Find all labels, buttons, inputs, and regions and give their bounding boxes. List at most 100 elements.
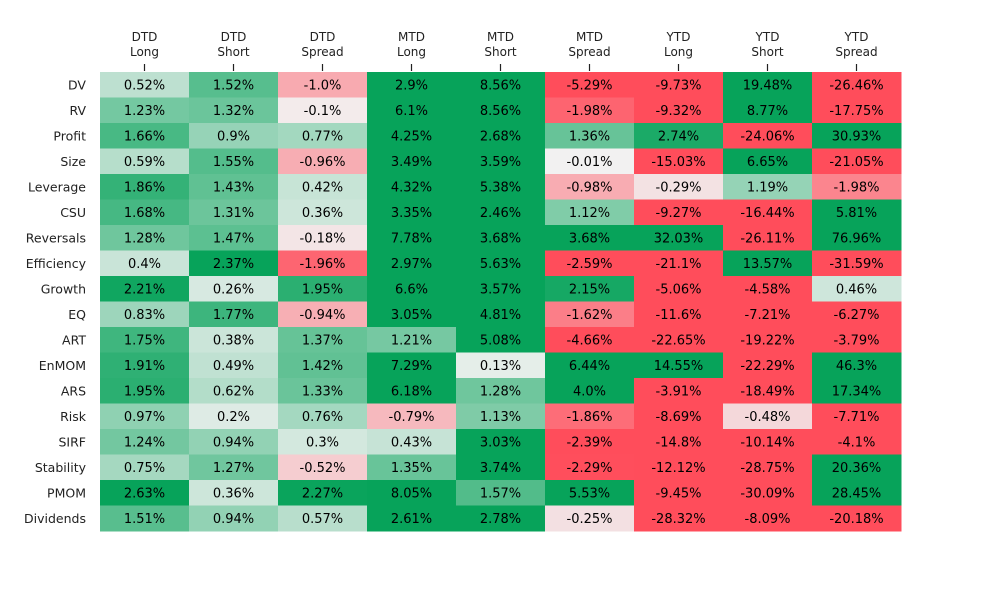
heatmap-cell: [278, 123, 368, 149]
heatmap-cell: [278, 225, 368, 251]
heatmap-cell: [100, 199, 190, 226]
heatmap-cell: [367, 250, 457, 277]
cell-value-label: 17.34%: [832, 384, 882, 399]
heatmap-cell: [634, 148, 724, 175]
cell-value-label: 0.83%: [124, 308, 165, 323]
column-label: MTD: [398, 30, 425, 44]
heatmap-cell: [367, 199, 457, 226]
cell-value-label: 1.68%: [124, 206, 165, 221]
cell-value-label: 3.68%: [480, 231, 521, 246]
cell-value-label: -14.8%: [656, 435, 702, 450]
cell-value-label: -4.58%: [745, 282, 791, 297]
heatmap-cell: [189, 403, 279, 430]
cell-value-label: -8.69%: [656, 410, 702, 425]
cell-value-label: 1.12%: [569, 206, 610, 221]
cell-value-label: 1.57%: [480, 486, 521, 501]
column-label: Spread: [568, 45, 610, 59]
cell-value-label: 0.36%: [302, 206, 343, 221]
cell-value-label: -9.27%: [656, 206, 702, 221]
heatmap-cell: [100, 378, 190, 404]
cell-value-label: 19.48%: [743, 78, 793, 93]
cell-value-label: 6.65%: [747, 155, 788, 170]
heatmap-cell: [723, 199, 813, 226]
heatmap-cell: [812, 250, 902, 277]
heatmap-cell: [545, 72, 635, 98]
cell-value-label: -28.32%: [651, 512, 705, 527]
heatmap-cell: [278, 403, 368, 430]
heatmap-cell: [100, 352, 190, 379]
heatmap-cell: [367, 276, 457, 302]
cell-value-label: -17.75%: [829, 104, 883, 119]
cell-value-label: -0.1%: [304, 104, 342, 119]
cell-value-label: 0.76%: [302, 410, 343, 425]
row-label: Growth: [41, 281, 86, 296]
heatmap-cell: [634, 505, 724, 532]
heatmap-cell: [456, 301, 546, 328]
row-label: Leverage: [28, 179, 86, 194]
heatmap-cell: [367, 72, 457, 98]
heatmap-cell: [723, 403, 813, 430]
heatmap-cell: [723, 72, 813, 98]
column-labels: DTDLongDTDShortDTDSpreadMTDLongMTDShortM…: [130, 30, 878, 71]
cell-value-label: -5.06%: [656, 282, 702, 297]
row-label: PMOM: [47, 485, 86, 500]
heatmap-cell: [100, 72, 190, 98]
heatmap-cell: [545, 148, 635, 175]
column-label: Spread: [301, 45, 343, 59]
column-label: MTD: [576, 30, 603, 44]
heatmap-cell: [812, 97, 902, 124]
cell-value-label: 3.49%: [391, 155, 432, 170]
cell-value-label: -22.29%: [740, 359, 794, 374]
cell-value-label: 1.42%: [302, 359, 343, 374]
cell-value-label: 6.18%: [391, 384, 432, 399]
heatmap-cell: [634, 429, 724, 455]
heatmap-cell: [634, 123, 724, 149]
cell-value-label: -8.09%: [745, 512, 791, 527]
heatmap-cell: [367, 480, 457, 506]
heatmap-cell: [456, 250, 546, 277]
heatmap-cell: [545, 97, 635, 124]
cell-value-label: 0.13%: [480, 359, 521, 374]
row-labels: DV RV Profit Size Leverage CSU Reversals Effici…: [24, 77, 87, 526]
cell-value-label: 0.42%: [302, 180, 343, 195]
heatmap-cell: [100, 250, 190, 277]
cell-value-label: 8.77%: [747, 104, 788, 119]
cell-value-label: -10.14%: [740, 435, 794, 450]
heatmap-cell: [456, 174, 546, 200]
column-label: Long: [664, 45, 693, 59]
row-label: Efficiency: [26, 256, 87, 271]
heatmap-cell: [189, 301, 279, 328]
heatmap-cell: [367, 505, 457, 532]
cell-value-label: -0.96%: [300, 155, 346, 170]
cell-value-label: 0.36%: [213, 486, 254, 501]
cell-value-label: -1.86%: [567, 410, 613, 425]
heatmap-cell: [278, 97, 368, 124]
heatmap-cell: [100, 301, 190, 328]
column-label: Long: [130, 45, 159, 59]
row-label: RV: [69, 103, 86, 118]
heatmap-cell: [545, 301, 635, 328]
heatmap-cell: [278, 148, 368, 175]
heatmap-cell: [812, 403, 902, 430]
cell-value-label: 1.55%: [213, 155, 254, 170]
heatmap-cell: [812, 276, 902, 302]
row-label: Profit: [53, 128, 86, 143]
heatmap-cell: [634, 174, 724, 200]
cell-value-label: 0.43%: [391, 435, 432, 450]
cell-value-label: 1.95%: [124, 384, 165, 399]
cell-value-label: -12.12%: [651, 461, 705, 476]
cell-value-label: 3.68%: [569, 231, 610, 246]
heatmap-cell: [367, 225, 457, 251]
cell-value-label: 3.74%: [480, 461, 521, 476]
cell-value-label: -0.01%: [567, 155, 613, 170]
heatmap-cell: [278, 480, 368, 506]
cell-value-label: 2.74%: [658, 129, 699, 144]
heatmap-cell: [278, 174, 368, 200]
heatmap-cell: [367, 378, 457, 404]
cell-value-label: 5.63%: [480, 257, 521, 272]
heatmap-cell: [456, 199, 546, 226]
heatmap-cell: [634, 72, 724, 98]
heatmap-cell: [456, 429, 546, 455]
cell-value-label: -19.22%: [740, 333, 794, 348]
heatmap-cell: [812, 429, 902, 455]
